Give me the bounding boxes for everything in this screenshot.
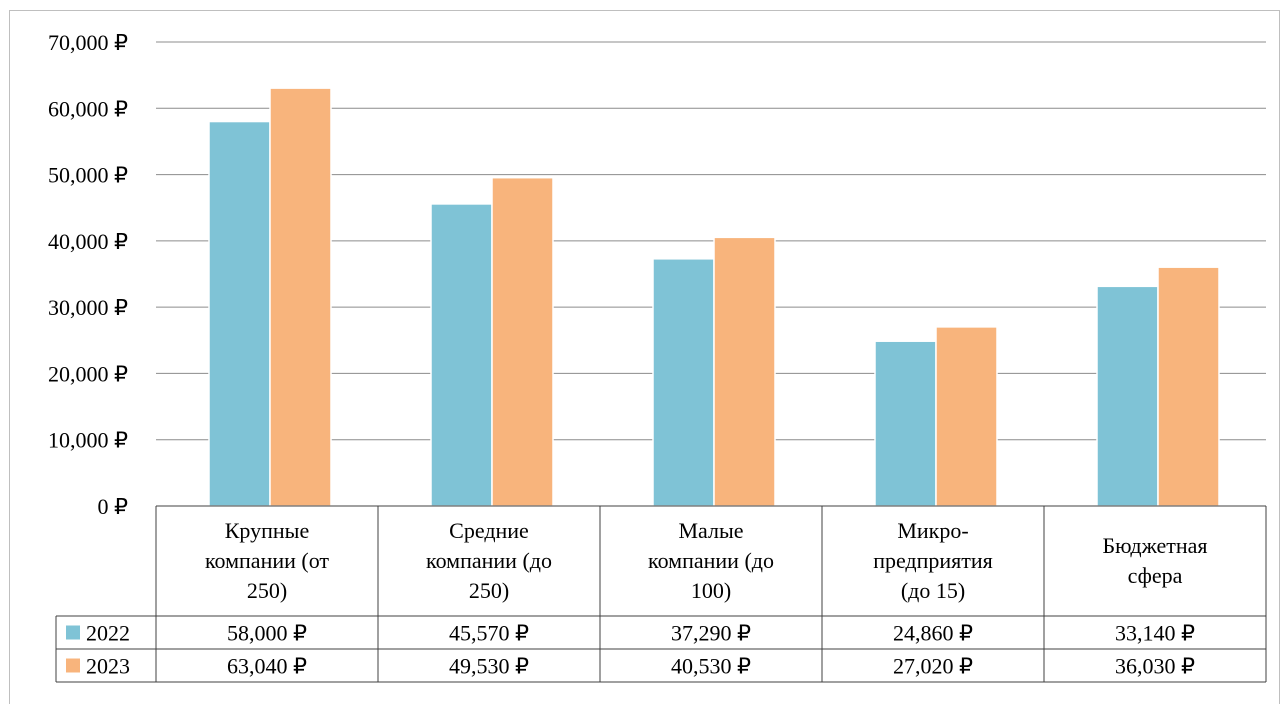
category-label: Крупные компании (от 250)	[205, 518, 329, 603]
y-tick-label: 60,000 ₽	[48, 96, 128, 121]
legend-key-2023	[66, 658, 80, 673]
y-tick-label: 40,000 ₽	[48, 229, 128, 254]
bar-2023	[1157, 266, 1220, 507]
data-table-value: 37,290 ₽	[671, 621, 751, 646]
data-table-value: 36,030 ₽	[1115, 654, 1195, 679]
chart-frame	[9, 10, 1280, 704]
category-label-line: 250)	[247, 578, 287, 603]
category-label-line: предприятия	[873, 548, 993, 573]
category-label-line: компании (до	[648, 548, 774, 573]
bar-2022	[1096, 285, 1159, 507]
data-table-value: 58,000 ₽	[227, 621, 307, 646]
legend-label: 2023	[86, 654, 130, 679]
category-label-line: компании (от	[205, 548, 329, 573]
data-table-value: 27,020 ₽	[893, 654, 973, 679]
category-label: Малые компании (до 100)	[648, 518, 774, 603]
y-tick-label: 20,000 ₽	[48, 361, 128, 386]
category-label: Микро-предприятия (до 15)	[873, 518, 993, 603]
category-label-line: сфера	[1128, 563, 1183, 588]
category-label-line: компании (до	[426, 548, 552, 573]
y-tick-label: 10,000 ₽	[48, 428, 128, 453]
category-label-line: 250)	[469, 578, 509, 603]
data-table-value: 24,860 ₽	[893, 621, 973, 646]
category-label-line: Малые	[678, 518, 743, 543]
category-label-line: Средние	[449, 518, 529, 543]
category-label-line: 100)	[691, 578, 731, 603]
category-label-line: (до 15)	[901, 578, 965, 603]
data-table-value: 63,040 ₽	[227, 654, 307, 679]
bar-2022	[652, 258, 715, 507]
y-tick-label: 70,000 ₽	[48, 30, 128, 55]
bar-2022	[874, 340, 937, 507]
bar-2023	[269, 87, 332, 507]
data-table-value: 45,570 ₽	[449, 621, 529, 646]
bar-2022	[208, 120, 271, 507]
y-tick-label: 30,000 ₽	[48, 295, 128, 320]
bar-2023	[713, 236, 776, 507]
legend-label: 2022	[86, 621, 130, 646]
bar-2023	[491, 176, 554, 507]
bar-2023	[935, 326, 998, 507]
data-table-value: 33,140 ₽	[1115, 621, 1195, 646]
category-label-line: Бюджетная	[1102, 533, 1207, 558]
category-label-line: Микро-	[897, 518, 968, 543]
data-table-value: 40,530 ₽	[671, 654, 751, 679]
category-label-line: Крупные	[225, 518, 309, 543]
legend-key-2022	[66, 625, 80, 640]
data-table-value: 49,530 ₽	[449, 654, 529, 679]
category-label: Бюджетная сфера	[1102, 533, 1207, 588]
y-tick-label: 50,000 ₽	[48, 163, 128, 188]
category-label: Средние компании (до 250)	[426, 518, 552, 603]
y-tick-label: 0 ₽	[98, 494, 129, 519]
bar-2022	[430, 203, 493, 507]
